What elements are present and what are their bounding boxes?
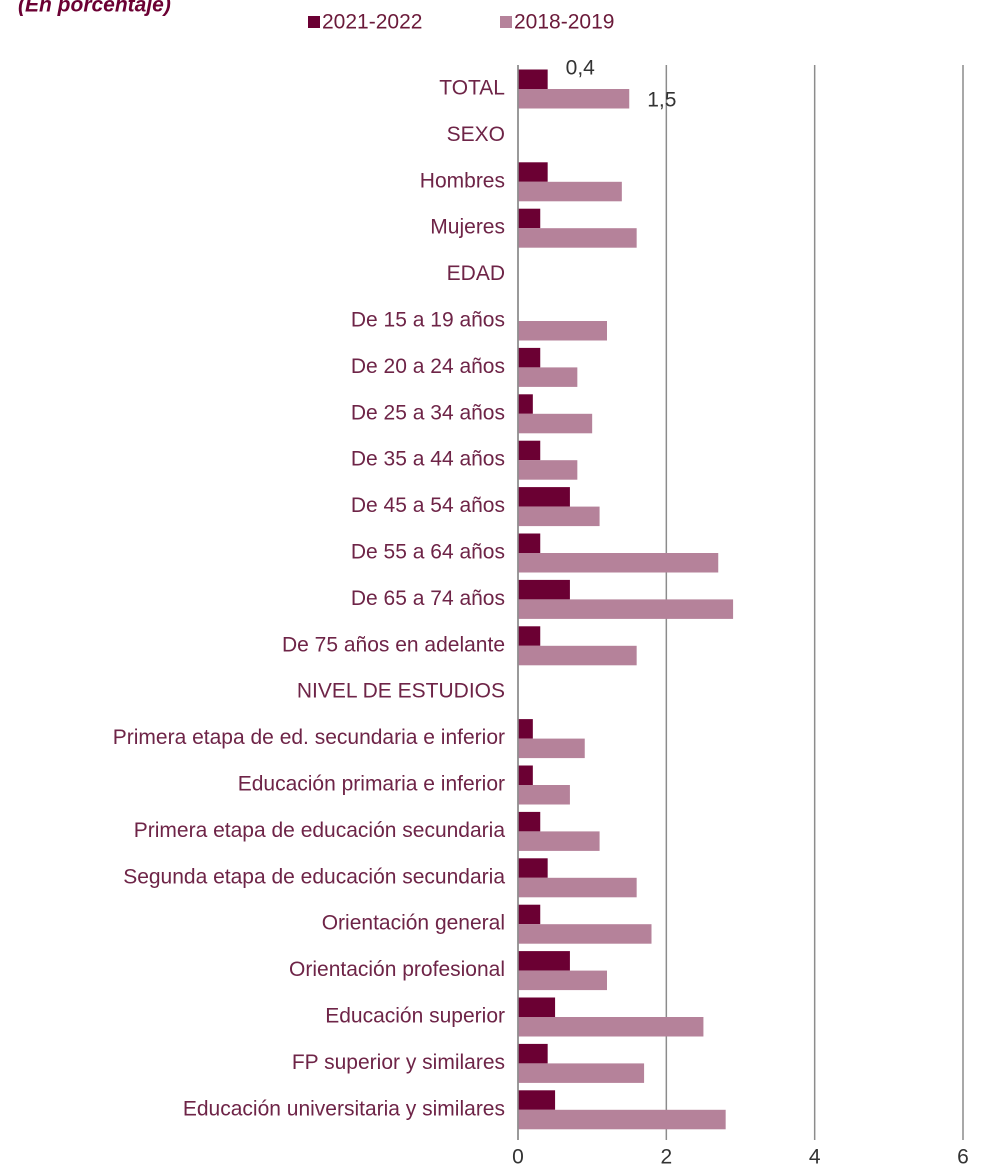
bar (518, 645, 637, 666)
bar (518, 1017, 704, 1037)
chart-subtitle: (En porcentaje) (18, 0, 171, 17)
y-tick-label: De 75 años en adelante (282, 633, 505, 656)
legend-label: 2018-2019 (514, 11, 614, 34)
x-tick-label: 2 (660, 1146, 672, 1169)
bar (518, 1063, 645, 1083)
bar (518, 69, 548, 89)
bar (518, 367, 578, 387)
bar (518, 394, 533, 414)
bar (518, 533, 541, 553)
bar (518, 831, 600, 851)
bar (518, 347, 541, 368)
legend-label: 2021-2022 (322, 11, 422, 34)
y-tick-label: EDAD (447, 262, 505, 285)
y-tick-label: Educación primaria e inferior (238, 773, 505, 796)
y-tick-label: Educación universitaria y similares (183, 1097, 505, 1120)
y-tick-label: Orientación profesional (289, 958, 505, 981)
bar (518, 228, 637, 248)
bar (518, 719, 533, 739)
bar (518, 1109, 726, 1130)
bar (518, 89, 630, 109)
data-label: 0,4 (566, 57, 596, 80)
bar (518, 785, 570, 805)
y-tick-label: De 20 a 24 años (351, 355, 505, 378)
bar (518, 162, 548, 182)
x-tick-label: 6 (957, 1146, 969, 1169)
bar (518, 599, 734, 619)
y-tick-label: Segunda etapa de educación secundaria (123, 865, 505, 888)
y-tick-label: De 65 a 74 años (351, 587, 505, 610)
legend-swatch (308, 16, 320, 28)
bar (518, 553, 719, 573)
bar (518, 487, 570, 507)
bar (518, 877, 637, 898)
bar (518, 181, 622, 202)
y-tick-label: NIVEL DE ESTUDIOS (297, 680, 505, 703)
legend-swatch (500, 16, 512, 28)
y-tick-label: De 55 a 64 años (351, 541, 505, 564)
bar (518, 970, 607, 991)
bar (518, 413, 593, 434)
bar (518, 1090, 556, 1110)
x-tick-label: 0 (512, 1146, 524, 1169)
y-tick-label: Hombres (420, 169, 505, 192)
bar (518, 440, 541, 461)
bar (518, 321, 607, 341)
data-label: 1,5 (647, 89, 676, 112)
bar (518, 1043, 548, 1064)
bar (518, 997, 556, 1017)
y-tick-label: De 25 a 34 años (351, 401, 505, 424)
y-tick-label: De 45 a 54 años (351, 494, 505, 517)
y-tick-label: Primera etapa de ed. secundaria e inferi… (113, 726, 505, 749)
y-tick-label: Mujeres (430, 216, 505, 239)
x-tick-label: 4 (809, 1146, 821, 1169)
y-tick-label: De 35 a 44 años (351, 448, 505, 471)
y-tick-label: Orientación general (322, 912, 505, 935)
bar (518, 738, 585, 759)
bar (518, 924, 652, 944)
y-tick-label: Primera etapa de educación secundaria (134, 819, 506, 842)
bar (518, 811, 541, 832)
bar (518, 951, 570, 971)
bar (518, 460, 578, 480)
y-tick-label: De 15 a 19 años (351, 309, 505, 332)
bar (518, 858, 548, 878)
bar (518, 506, 600, 527)
y-tick-label: FP superior y similares (292, 1051, 505, 1074)
bar (518, 765, 533, 785)
y-tick-label: Educación superior (325, 1005, 505, 1028)
y-tick-label: SEXO (447, 123, 505, 146)
bar (518, 208, 541, 229)
y-tick-label: TOTAL (439, 77, 505, 100)
bar (518, 904, 541, 925)
bar (518, 579, 570, 600)
bar (518, 626, 541, 646)
